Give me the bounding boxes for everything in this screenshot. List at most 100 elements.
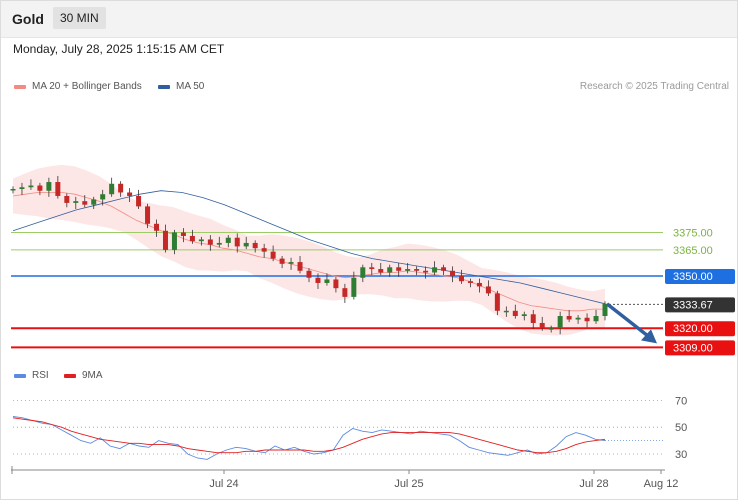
candle-body-12	[118, 183, 124, 193]
forecast-arrow-shaft	[605, 302, 653, 340]
candle-body-19	[180, 232, 186, 236]
candle-body-30	[279, 258, 285, 264]
candle-body-28	[261, 248, 267, 252]
candle-body-36	[333, 279, 339, 289]
x-tick-label-2: Jul 28	[579, 478, 608, 490]
candle-body-35	[324, 279, 330, 283]
candle-body-64	[584, 317, 590, 322]
candle-body-56	[512, 310, 518, 317]
ma50-line	[12, 190, 606, 305]
credit-text: Research © 2025 Trading Central	[579, 81, 729, 92]
level-box-4	[665, 321, 735, 337]
level-label-5: 3309.00	[673, 342, 713, 354]
candle-body-42	[387, 267, 393, 273]
x-tick-label-0: Jul 24	[209, 478, 238, 490]
x-tick-label-3: Aug 12	[644, 478, 679, 490]
candle-body-57	[521, 314, 527, 317]
ma50-swatch	[158, 84, 170, 89]
candle-body-58	[530, 314, 536, 323]
candle-body-31	[288, 262, 294, 264]
candle-body-44	[405, 269, 411, 271]
level-label-4: 3320.00	[673, 323, 713, 335]
candle-body-8	[82, 201, 88, 205]
chart-datetime: Monday, July 28, 2025 1:15:15 AM CET	[13, 42, 225, 56]
candle-body-47	[432, 267, 438, 273]
candle-body-7	[73, 201, 79, 203]
rsi-tick-0: 70	[675, 395, 687, 407]
candle-body-16	[154, 223, 160, 231]
ma9-swatch	[64, 373, 76, 378]
legend-ma50: MA 50	[158, 81, 204, 92]
candle-body-45	[414, 269, 420, 271]
candle-body-62	[566, 316, 572, 320]
rsi-swatch	[14, 373, 26, 378]
candle-body-13	[127, 192, 133, 196]
rsi-tick-1: 50	[675, 422, 687, 434]
chart-header: Gold 30 MIN	[1, 1, 737, 38]
candle-body-61	[557, 316, 563, 329]
candle-body-38	[351, 277, 357, 297]
candle-body-21	[198, 239, 204, 242]
level-box-5	[665, 340, 735, 356]
legend-rsi: RSI	[14, 370, 49, 381]
candle-body-10	[100, 194, 106, 200]
candle-body-48	[441, 267, 447, 271]
candle-body-66	[602, 303, 608, 317]
candle-body-29	[270, 251, 276, 259]
legend-ma20-label: MA 20 + Bollinger Bands	[32, 81, 142, 92]
candle-body-6	[64, 195, 70, 203]
timeframe-button[interactable]: 30 MIN	[53, 7, 106, 29]
candle-body-41	[378, 269, 384, 273]
candle-body-32	[297, 262, 303, 271]
candle-body-15	[145, 206, 151, 224]
candle-body-3	[37, 185, 43, 191]
instrument-title: Gold	[12, 11, 44, 27]
level-label-2: 3350.00	[673, 271, 713, 283]
candle-body-43	[396, 267, 402, 271]
candle-body-14	[136, 195, 142, 207]
level-label-3: 3333.67	[673, 299, 713, 311]
legend-rsi-label: RSI	[32, 370, 49, 381]
candle-body-27	[252, 242, 258, 249]
candle-body-24	[225, 237, 231, 243]
legend-ma20-bb: MA 20 + Bollinger Bands	[14, 81, 142, 92]
legend-9ma: 9MA	[64, 370, 103, 381]
candle-body-20	[189, 235, 195, 242]
candle-body-25	[234, 237, 240, 247]
level-label-0: 3375.00	[673, 228, 713, 240]
candle-body-65	[593, 316, 599, 322]
candle-body-51	[467, 281, 473, 283]
candle-body-22	[207, 239, 213, 245]
candle-body-34	[315, 277, 321, 283]
ma20-swatch	[14, 84, 26, 89]
level-box-3	[665, 297, 735, 313]
candle-body-33	[306, 270, 312, 278]
candle-body-50	[458, 276, 464, 282]
candle-body-1	[19, 187, 25, 189]
x-tick-label-1: Jul 25	[394, 478, 423, 490]
candle-body-23	[216, 242, 222, 245]
candle-body-46	[423, 270, 429, 273]
candle-body-26	[243, 242, 249, 247]
legend-ma50-label: MA 50	[176, 81, 205, 92]
rsi-ma9-line	[12, 417, 606, 454]
candle-body-18	[171, 232, 177, 250]
candle-body-63	[575, 317, 581, 320]
level-box-2	[665, 269, 735, 284]
candle-body-0	[10, 189, 16, 191]
candle-body-37	[342, 288, 348, 297]
candle-body-9	[91, 199, 97, 205]
candle-body-5	[55, 182, 61, 196]
candle-body-17	[162, 230, 168, 250]
rsi-line	[12, 416, 606, 460]
candle-body-60	[548, 328, 554, 330]
legend-9ma-label: 9MA	[82, 370, 103, 381]
candle-body-49	[450, 270, 456, 276]
candle-body-53	[485, 286, 491, 294]
candle-body-59	[539, 322, 545, 329]
candle-body-39	[360, 267, 366, 278]
candle-body-55	[503, 310, 509, 313]
candle-body-11	[109, 183, 115, 195]
